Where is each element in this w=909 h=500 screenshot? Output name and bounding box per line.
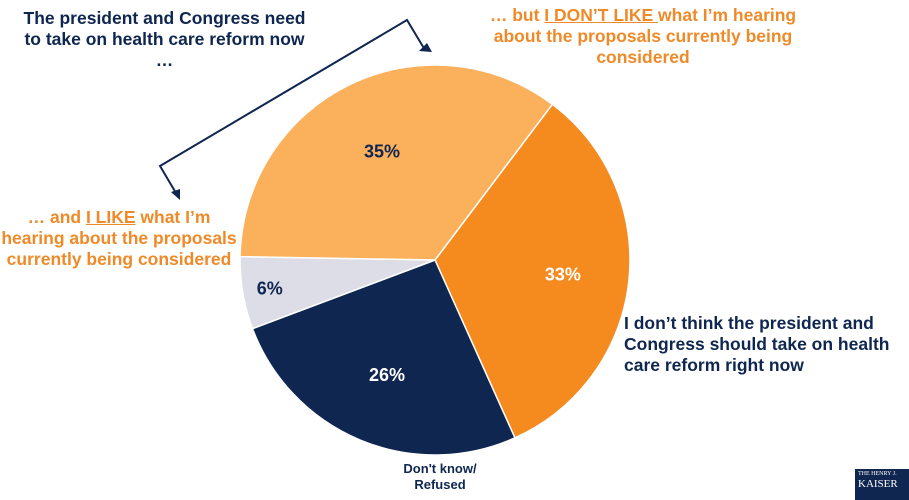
pie-slice-1 (251, 259, 516, 456)
label-not-now: I don’t think the president and Congress… (624, 313, 890, 375)
label-dont-like-emphasis: I DON’T LIKE (544, 5, 659, 25)
label-like-pre: … and (27, 207, 86, 227)
logo-line1: THE HENRY J. (858, 471, 897, 477)
label-dont-like-pre: … but (489, 5, 545, 25)
bracket-arrow (158, 18, 426, 194)
pie-slice-0 (434, 103, 631, 439)
bracket-arrow-head-left (171, 189, 180, 200)
label-reform-now: The president and Congress need to take … (23, 8, 306, 70)
logo-line2: KAISER (858, 478, 898, 490)
label-like-post: what I’m hearing about the proposals cur… (1, 207, 237, 269)
pie-value-label-0: 33% (545, 264, 581, 284)
bracket-arrow-head-top (419, 43, 432, 52)
pie-value-label-1: 26% (369, 365, 405, 385)
pie-value-label-3: 35% (364, 141, 400, 161)
label-dont-like: … but I DON’T LIKE what I’m hearing abou… (478, 5, 808, 68)
label-like: … and I LIKE what I’m hearing about the … (0, 207, 238, 270)
kaiser-logo: THE HENRY J. KAISER (855, 469, 909, 500)
pie-slice-3 (239, 64, 554, 261)
pie-value-label-2: 6% (257, 279, 283, 299)
label-dont-like-post: what I’m hearing about the proposals cur… (493, 5, 797, 67)
label-like-emphasis: I LIKE (85, 207, 136, 227)
label-dont-know: Don't know/ Refused (403, 461, 477, 492)
